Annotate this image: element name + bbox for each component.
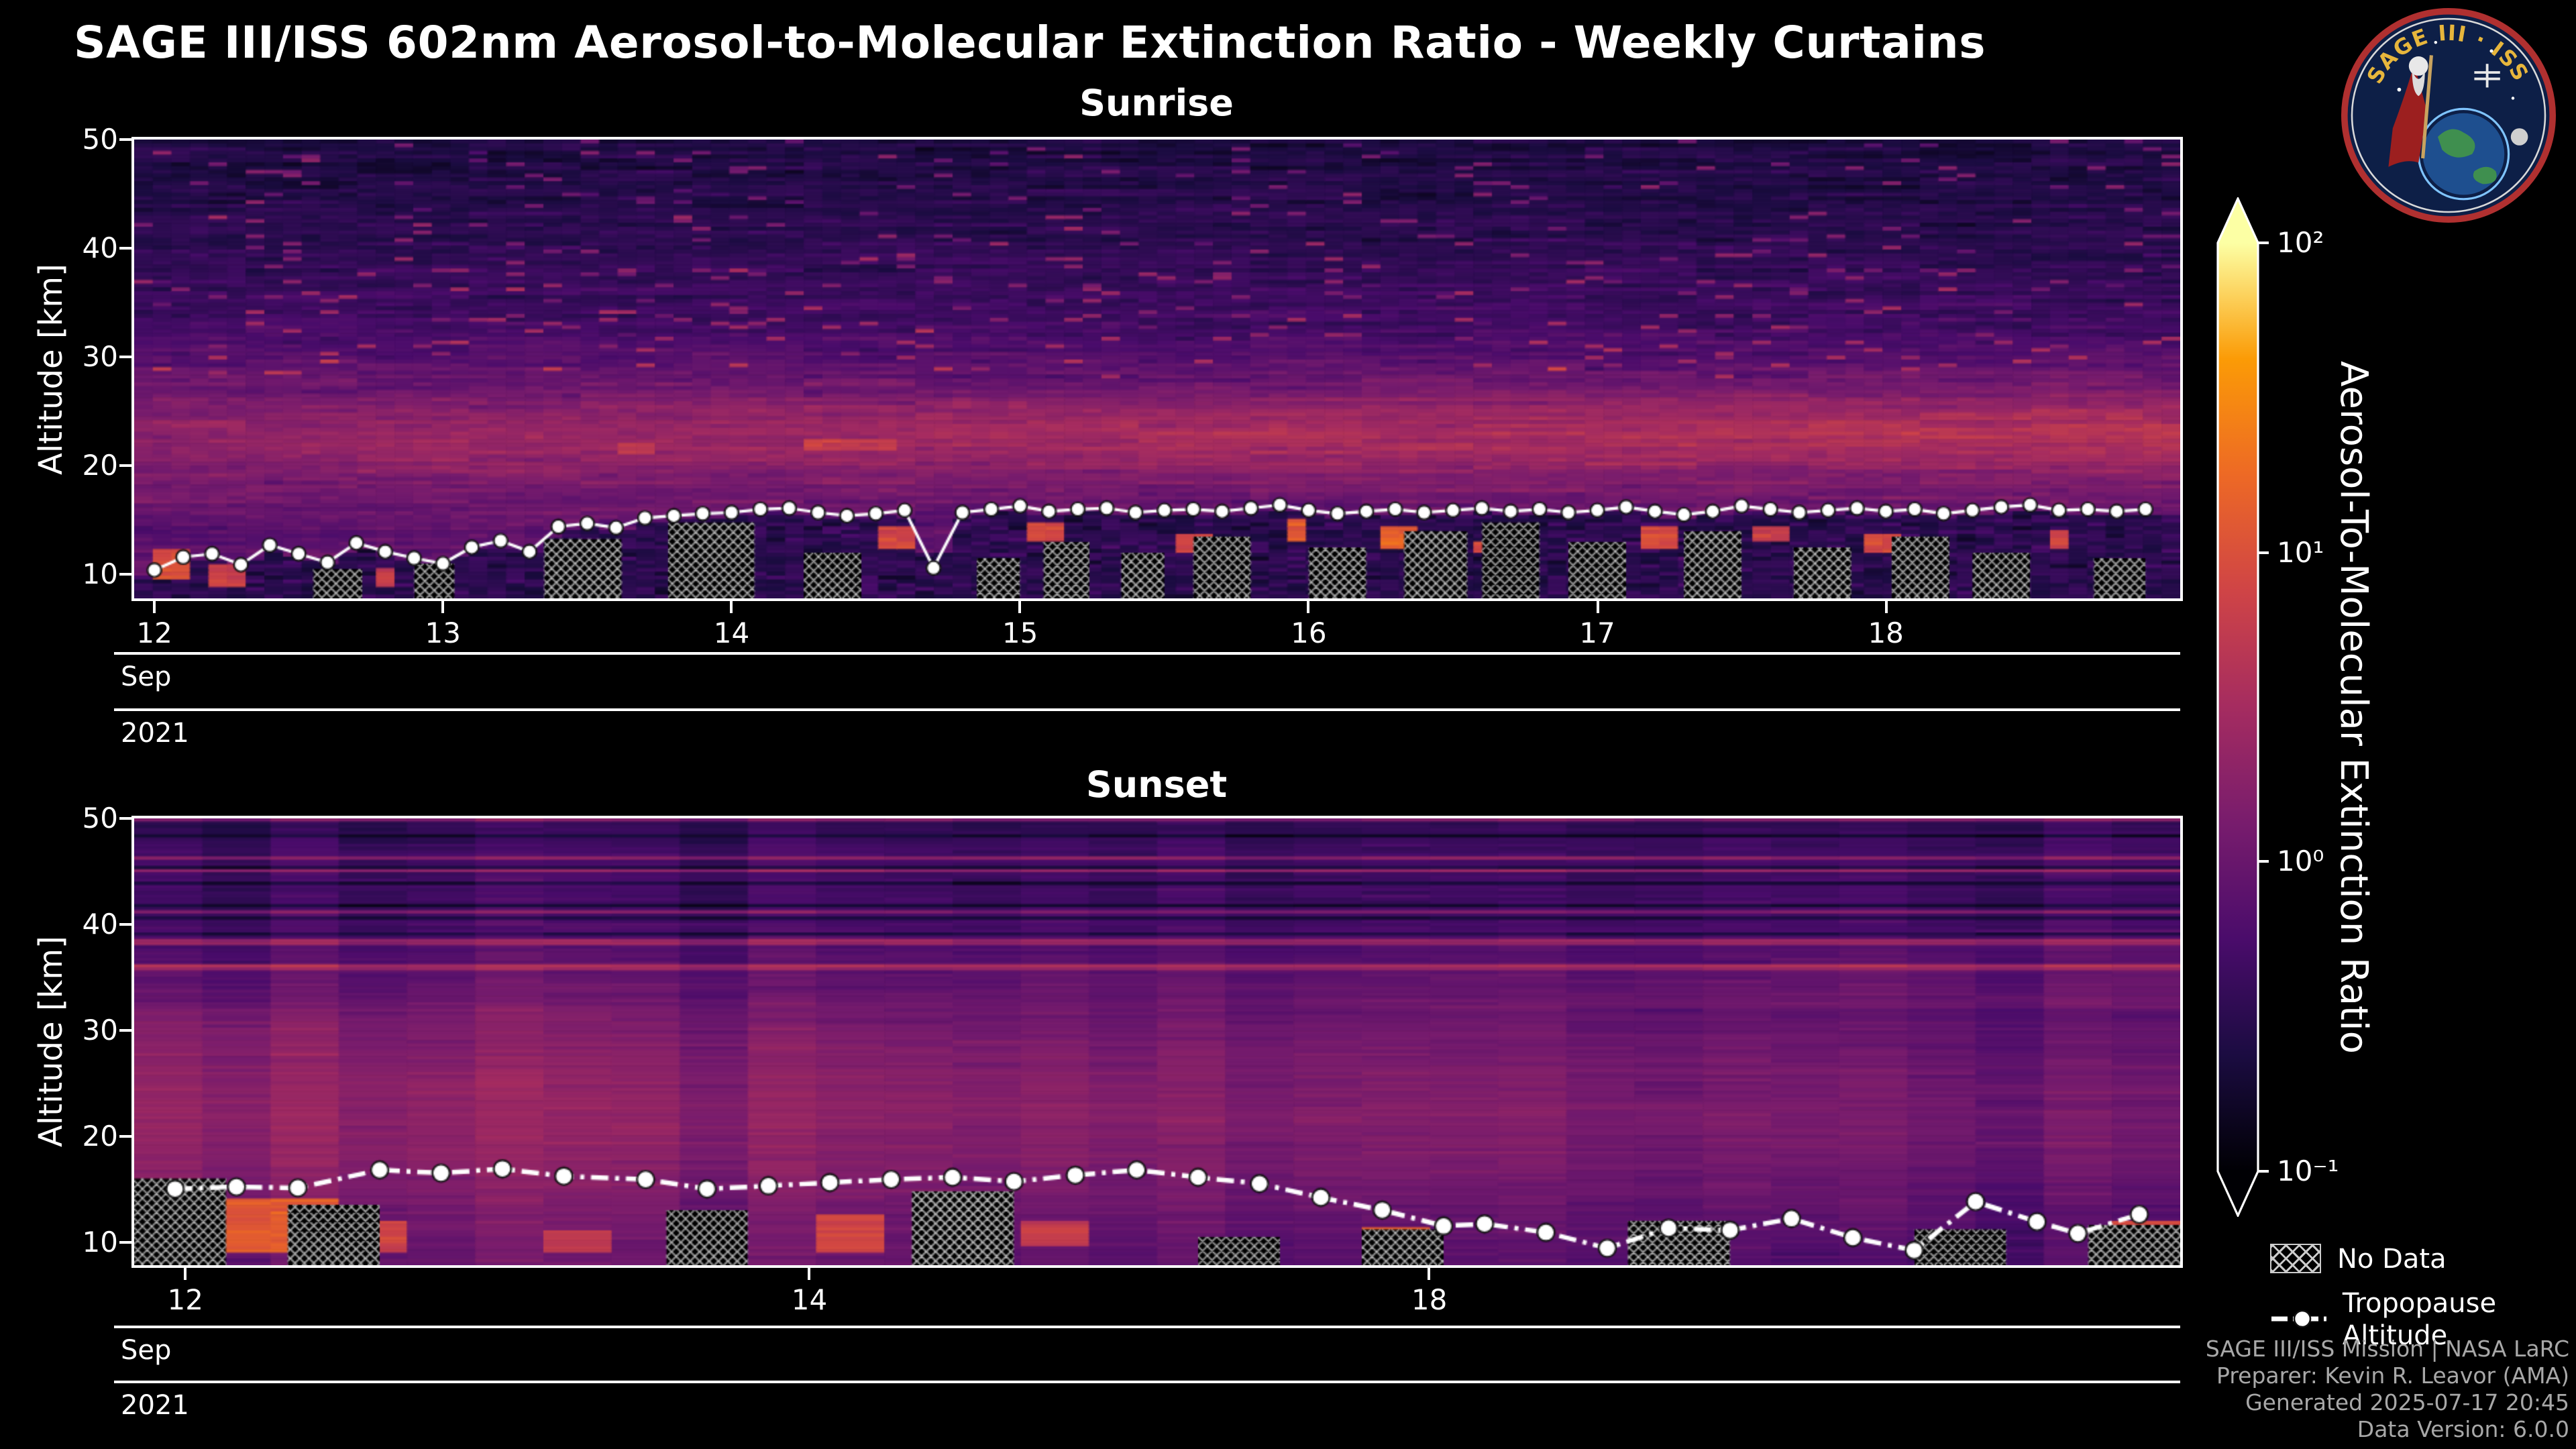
colorbar-tick-mark	[2258, 1170, 2269, 1173]
sunrise-month-axis-line	[114, 652, 2180, 655]
sunrise-xtick-label: 14	[713, 617, 750, 649]
sunrise-xtick-mark	[1018, 601, 1022, 613]
figure-title: SAGE III/ISS 602nm Aerosol-to-Molecular …	[74, 16, 1986, 68]
colorbar-tick-mark	[2258, 241, 2269, 244]
mission-logo: SAGE III · ISS	[2341, 7, 2556, 223]
no-data-hatch-swatch	[2270, 1244, 2321, 1273]
legend-row-no-data: No Data	[2270, 1242, 2576, 1275]
sunset-ytick-label: 10	[82, 1226, 118, 1258]
colorbar: 10² 10¹ 10⁰ 10⁻¹	[2216, 196, 2364, 1218]
credits-line: Data Version: 6.0.0	[2357, 1417, 2569, 1443]
sunrise-ytick-mark	[119, 573, 131, 576]
sunrise-year-axis-line	[114, 708, 2180, 711]
sunrise-xtick-mark	[1307, 601, 1310, 613]
sunrise-xtick-label: 18	[1868, 617, 1904, 649]
credits: SAGE III/ISS Mission | NASA LaRC Preparer…	[2206, 1336, 2569, 1444]
sunset-ytick-mark	[119, 1028, 131, 1032]
sunset-ytick-mark	[119, 1134, 131, 1138]
sunset-ytick-label: 50	[82, 802, 118, 835]
sunrise-xtick-label: 15	[1002, 617, 1038, 649]
sunset-ytick-mark	[119, 817, 131, 820]
sunset-xtick-label: 12	[167, 1284, 203, 1316]
sunset-xtick-label: 18	[1411, 1284, 1448, 1316]
no-data-label: No Data	[2337, 1242, 2447, 1275]
sunrise-plot-area	[131, 137, 2183, 601]
sunrise-xtick-label: 13	[425, 617, 462, 649]
colorbar-tick-label: 10⁰	[2277, 845, 2324, 877]
sunrise-ytick-mark	[119, 356, 131, 359]
colorbar-tick-label: 10¹	[2277, 537, 2324, 569]
colorbar-tick-mark	[2258, 551, 2269, 554]
sunrise-ytick-label: 20	[82, 449, 118, 482]
sunset-ytick-label: 40	[82, 908, 118, 941]
sunrise-xtick-mark	[730, 601, 733, 613]
credits-line: Preparer: Kevin R. Leavor (AMA)	[2216, 1363, 2569, 1389]
sunset-xtick-label: 14	[791, 1284, 828, 1316]
credits-line: SAGE III/ISS Mission | NASA LaRC	[2205, 1336, 2569, 1362]
sunrise-ytick-mark	[119, 464, 131, 468]
sunset-month-axis-line	[114, 1326, 2180, 1328]
sunset-month-label: Sep	[121, 1334, 172, 1366]
tropopause-label: Tropopause Altitude	[2342, 1287, 2497, 1351]
sunset-plot-area	[131, 816, 2183, 1268]
sunrise-xtick-label: 16	[1291, 617, 1327, 649]
sunrise-panel-title: Sunrise	[1079, 83, 1234, 125]
sunrise-heatmap-canvas	[134, 140, 2180, 598]
colorbar-gradient	[2216, 196, 2259, 1218]
logo-moon	[2510, 128, 2528, 146]
colorbar-tick-mark	[2258, 860, 2269, 863]
sunset-year-axis-line	[114, 1381, 2180, 1383]
plot-legend: No Data Tropopause Altitude	[2270, 1242, 2576, 1351]
colorbar-tick-label: 10⁻¹	[2277, 1155, 2339, 1187]
sunrise-ytick-label: 30	[82, 341, 118, 374]
sunrise-xtick-mark	[441, 601, 445, 613]
tropopause-line-swatch	[2271, 1309, 2326, 1328]
legend-row-tropopause: Tropopause Altitude	[2270, 1287, 2576, 1351]
sunrise-ytick-mark	[119, 247, 131, 250]
colorbar-axis-label: Aerosol-To-Molecular Extinction Ratio	[2332, 360, 2376, 1054]
credits-line: Generated 2025-07-17 20:45	[2245, 1390, 2569, 1416]
sunset-heatmap-canvas	[134, 818, 2180, 1265]
sunrise-xtick-mark	[1596, 601, 1599, 613]
logo-iss	[2474, 64, 2500, 88]
sunset-xtick-mark	[808, 1268, 811, 1280]
sunset-ytick-label: 30	[82, 1014, 118, 1046]
sunrise-xtick-mark	[153, 601, 156, 613]
sunrise-ytick-label: 40	[82, 232, 118, 265]
sunset-ytick-label: 20	[82, 1120, 118, 1152]
colorbar-tick-label: 10²	[2277, 227, 2324, 259]
sunrise-ytick-label: 50	[82, 123, 118, 156]
sunrise-xtick-mark	[1884, 601, 1888, 613]
sunset-xtick-mark	[184, 1268, 187, 1280]
sunset-panel-title: Sunset	[1085, 765, 1228, 806]
sunrise-month-label: Sep	[121, 660, 172, 692]
sunset-xtick-mark	[1428, 1268, 1431, 1280]
sunset-ytick-mark	[119, 922, 131, 926]
sunset-year-label: 2021	[121, 1389, 189, 1421]
logo-inner-ring	[2351, 17, 2546, 213]
sunset-ytick-mark	[119, 1240, 131, 1244]
sunrise-year-label: 2021	[121, 716, 189, 749]
sunrise-ytick-mark	[119, 138, 131, 141]
sunrise-ytick-label: 10	[82, 558, 118, 591]
mission-logo-art: SAGE III · ISS	[2341, 7, 2556, 223]
sunrise-xtick-label: 12	[136, 617, 172, 649]
sunrise-xtick-label: 17	[1579, 617, 1615, 649]
logo-staff	[2421, 55, 2433, 159]
